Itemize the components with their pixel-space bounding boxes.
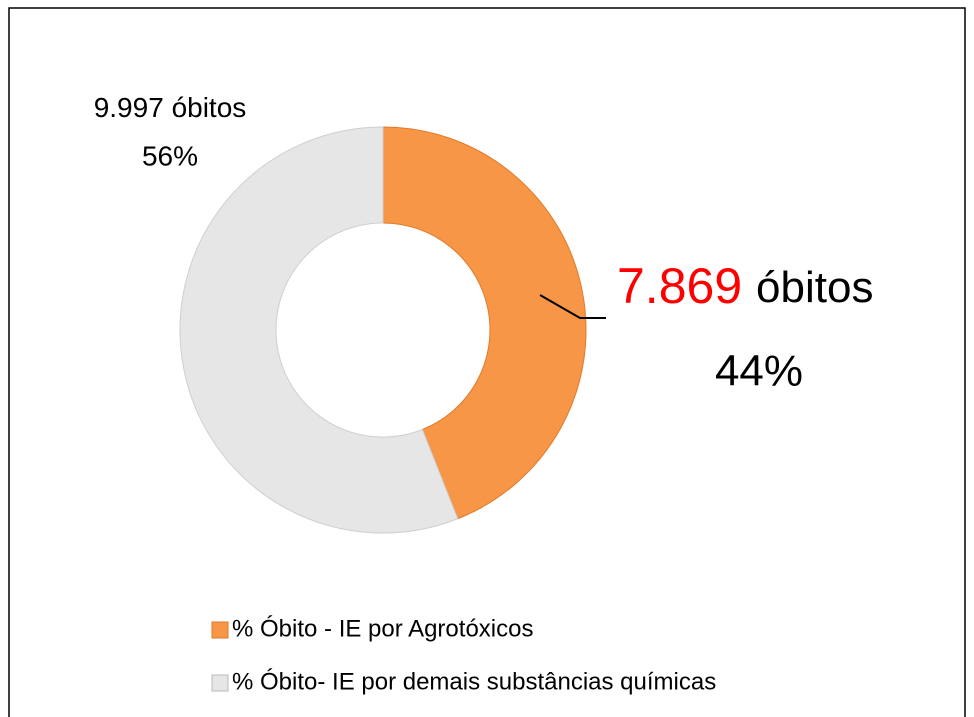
count-label: 7.869 (617, 258, 742, 314)
donut-slice (382, 126, 587, 520)
count-unit: óbitos (756, 263, 873, 312)
data-label: 7.869 óbitos (617, 258, 873, 314)
data-label: 9.997 óbitos (94, 92, 247, 123)
percent-label: 44% (715, 347, 803, 396)
donut-slice (179, 126, 459, 534)
count-label: 9.997 (94, 92, 164, 123)
count-unit: óbitos (172, 92, 247, 123)
percent-label: 56% (142, 140, 198, 171)
legend-label: % Óbito- IE por demais substâncias quími… (232, 668, 716, 695)
legend-swatch (211, 621, 229, 639)
leader-line (539, 294, 606, 319)
legend-label: % Óbito - IE por Agrotóxicos (232, 615, 533, 642)
legend-swatch (211, 674, 229, 692)
